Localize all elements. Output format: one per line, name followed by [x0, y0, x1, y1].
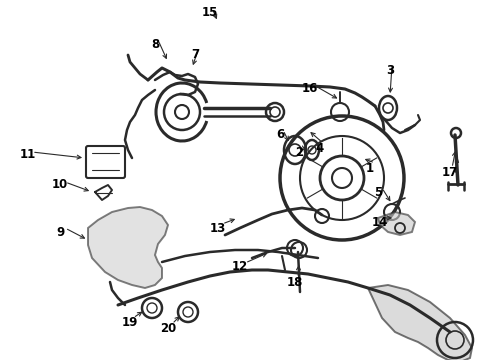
- Text: 12: 12: [232, 261, 248, 274]
- Text: 14: 14: [372, 216, 388, 229]
- Text: 10: 10: [52, 179, 68, 192]
- Text: 15: 15: [202, 5, 218, 18]
- Text: 5: 5: [374, 185, 382, 198]
- Text: 18: 18: [287, 276, 303, 289]
- Text: 11: 11: [20, 148, 36, 162]
- Text: 16: 16: [302, 81, 318, 94]
- Text: 1: 1: [366, 162, 374, 175]
- Text: 7: 7: [191, 49, 199, 62]
- Text: 9: 9: [56, 225, 64, 238]
- Text: 17: 17: [442, 166, 458, 179]
- Text: 4: 4: [316, 141, 324, 154]
- Text: 8: 8: [151, 39, 159, 51]
- Text: 2: 2: [295, 147, 303, 159]
- Text: 20: 20: [160, 321, 176, 334]
- Text: 13: 13: [210, 221, 226, 234]
- Polygon shape: [88, 207, 168, 288]
- Text: 6: 6: [276, 129, 284, 141]
- Polygon shape: [378, 212, 415, 235]
- Text: 3: 3: [386, 63, 394, 77]
- Text: 19: 19: [122, 315, 138, 328]
- Polygon shape: [368, 285, 472, 360]
